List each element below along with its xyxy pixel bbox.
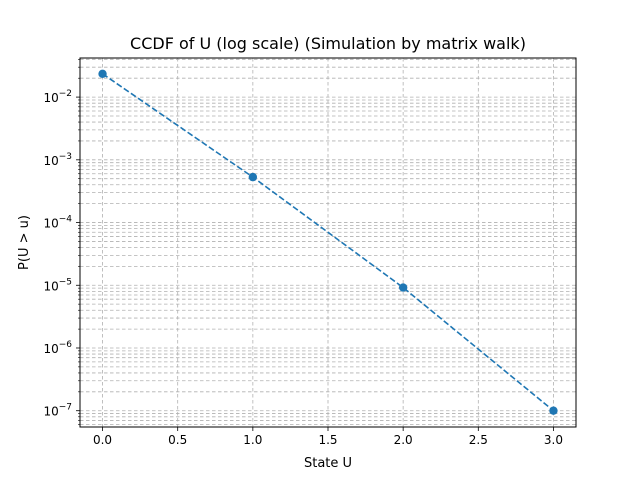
y-tick-label: 10−6 [43,340,72,356]
x-tick-label: 0.0 [93,433,112,447]
x-axis-ticks: 0.0 0.5 1.0 1.5 2.0 2.5 3.0 [93,427,563,447]
y-axis-label: P(U > u) [17,215,32,270]
series-markers [98,69,558,415]
data-point [398,283,408,292]
data-point [549,406,558,415]
y-tick-label: 10−7 [43,403,72,419]
data-point [98,69,107,79]
x-axis-label: State U [304,456,352,471]
series-line [102,73,554,412]
y-tick-label: 10−4 [43,215,72,231]
chart-title: CCDF of U (log scale) (Simulation by mat… [130,34,526,53]
x-tick-label: 3.0 [544,433,563,447]
grid [80,58,576,427]
x-tick-label: 2.5 [469,433,488,447]
x-tick-label: 1.0 [243,433,262,447]
x-tick-label: 0.5 [168,433,187,447]
y-tick-label: 10−5 [43,277,72,293]
x-tick-label: 1.5 [318,433,337,447]
y-tick-label: 10−3 [43,152,72,168]
x-tick-label: 2.0 [394,433,413,447]
data-point [248,172,258,182]
series-polyline [102,73,554,412]
y-axis-ticks: 10−7 10−6 10−5 10−4 10−3 10−2 [43,59,80,425]
y-tick-label: 10−2 [43,89,72,105]
